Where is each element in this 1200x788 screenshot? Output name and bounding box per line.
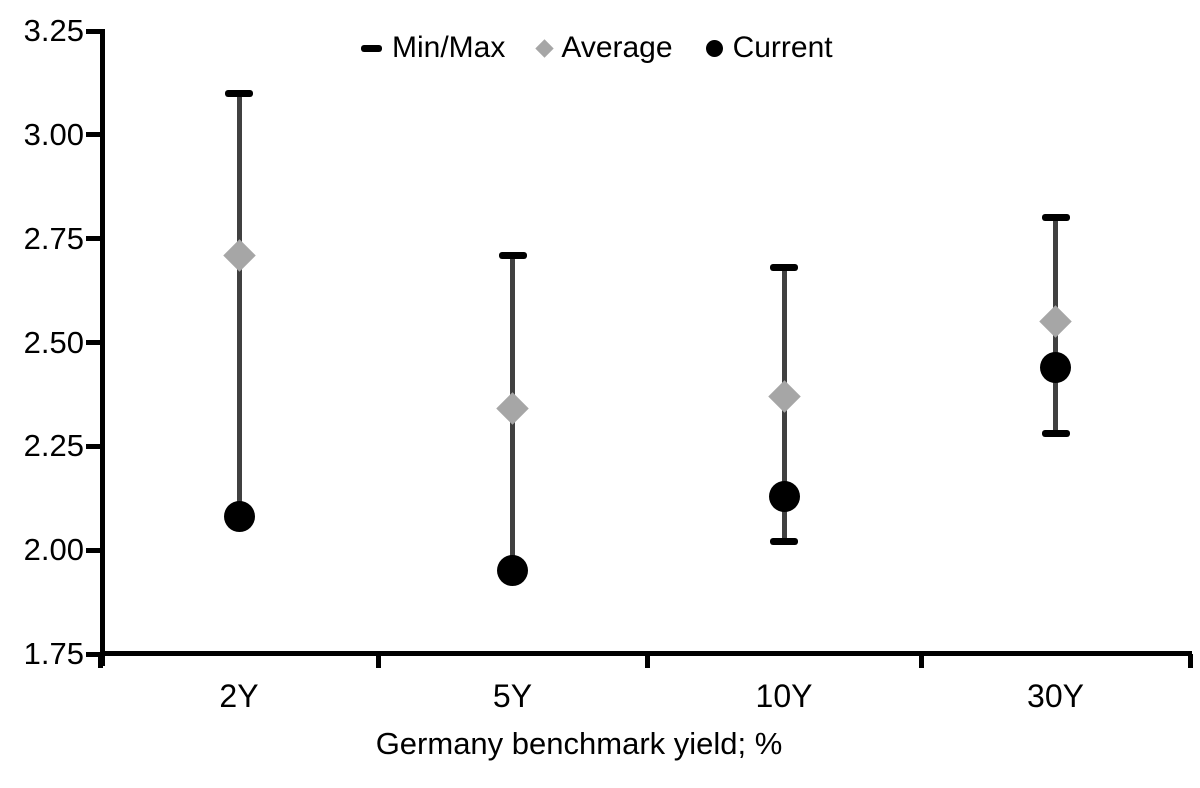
average-diamond-icon bbox=[535, 38, 555, 58]
y-axis-tick bbox=[86, 340, 100, 345]
x-category-label: 30Y bbox=[1027, 678, 1084, 714]
y-tick-label: 3.25 bbox=[23, 13, 84, 48]
max-cap-5Y bbox=[498, 251, 527, 259]
legend-item-current: Current bbox=[705, 31, 833, 65]
x-category-label: 10Y bbox=[755, 678, 813, 714]
x-axis-tick bbox=[97, 654, 103, 668]
average-marker-30Y bbox=[1039, 305, 1072, 338]
y-tick-label: 2.00 bbox=[23, 532, 84, 568]
y-axis-tick bbox=[86, 547, 100, 553]
average-marker-10Y bbox=[767, 380, 801, 413]
legend-label-minmax: Min/Max bbox=[392, 31, 506, 64]
y-tick-label: 3.00 bbox=[23, 116, 84, 152]
max-cap-10Y bbox=[770, 264, 798, 272]
y-axis bbox=[100, 29, 105, 666]
current-circle-icon bbox=[705, 39, 723, 57]
y-axis-tick bbox=[86, 28, 100, 34]
current-marker-5Y bbox=[497, 555, 528, 587]
x-axis-tick bbox=[1187, 654, 1193, 668]
legend-item-average: Average bbox=[535, 31, 673, 65]
x-axis-tick bbox=[375, 654, 381, 668]
chart-legend: Min/Max Average Current bbox=[361, 30, 833, 66]
y-axis-tick bbox=[86, 132, 100, 138]
x-axis-title: Germany benchmark yield; % bbox=[375, 726, 783, 761]
average-marker-2Y bbox=[222, 239, 256, 272]
max-cap-2Y bbox=[225, 89, 253, 97]
legend-label-current: Current bbox=[732, 31, 833, 64]
y-tick-label: 2.50 bbox=[23, 324, 84, 360]
min-cap-30Y bbox=[1041, 430, 1070, 438]
x-axis-tick bbox=[644, 654, 650, 668]
y-axis-tick bbox=[86, 236, 100, 242]
legend-label-average: Average bbox=[561, 31, 673, 64]
legend-item-minmax: Min/Max bbox=[361, 31, 505, 65]
y-tick-label: 2.25 bbox=[23, 428, 84, 464]
x-category-label: 2Y bbox=[219, 678, 259, 714]
y-axis-tick bbox=[86, 443, 100, 449]
average-marker-5Y bbox=[496, 392, 529, 426]
minmax-whisker-2Y bbox=[236, 93, 242, 517]
max-cap-30Y bbox=[1041, 214, 1070, 222]
min-cap-10Y bbox=[770, 538, 798, 546]
current-marker-2Y bbox=[223, 501, 255, 533]
current-marker-30Y bbox=[1040, 351, 1071, 383]
y-axis-tick bbox=[86, 651, 100, 657]
y-tick-label: 2.75 bbox=[23, 220, 84, 256]
x-axis-tick bbox=[918, 654, 924, 668]
minmax-dash-icon bbox=[361, 44, 382, 52]
x-category-label: 5Y bbox=[492, 678, 533, 714]
current-marker-10Y bbox=[768, 480, 800, 512]
y-tick-label: 1.75 bbox=[23, 636, 84, 671]
x-axis bbox=[100, 651, 1192, 656]
